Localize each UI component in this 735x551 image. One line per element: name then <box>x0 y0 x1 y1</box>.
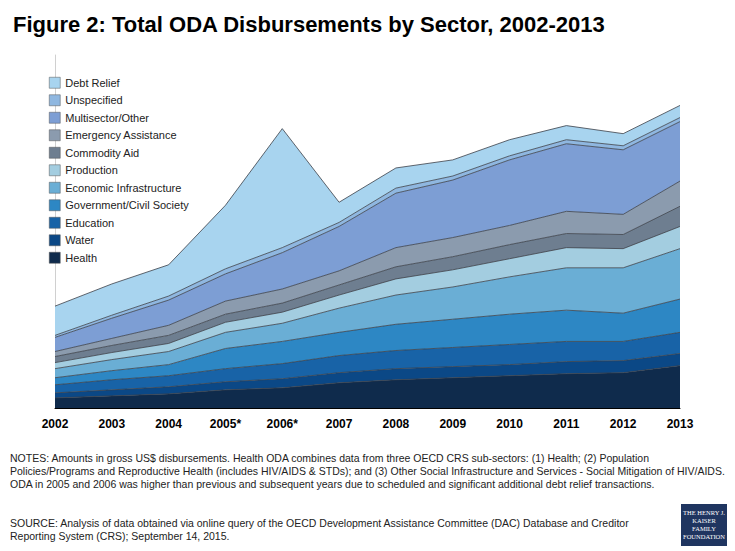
svg-text:2013: 2013 <box>667 417 694 431</box>
svg-text:Unspecified: Unspecified <box>65 94 122 106</box>
svg-text:2007: 2007 <box>326 417 353 431</box>
svg-text:2002: 2002 <box>42 417 69 431</box>
svg-text:Economic Infrastructure: Economic Infrastructure <box>65 182 181 194</box>
html-text:NOTES: Amounts in gross US$ di: NOTES: Amounts in gross US$ disbursement… <box>10 452 725 490</box>
svg-text:2005*: 2005* <box>210 417 242 431</box>
svg-text:2011: 2011 <box>553 417 579 431</box>
svg-text:2009: 2009 <box>439 417 466 431</box>
svg-text:Health: Health <box>65 252 97 264</box>
svg-text:Government/Civil Society: Government/Civil Society <box>65 199 189 211</box>
svg-text:2008: 2008 <box>383 417 410 431</box>
svg-text:Multisector/Other: Multisector/Other <box>65 112 149 124</box>
html-text:THE HENRY J. KAISER FAMILY FOU: THE HENRY J. KAISER FAMILY FOUNDATION <box>683 509 725 540</box>
svg-text:Emergency Assistance: Emergency Assistance <box>65 129 176 141</box>
svg-text:2004: 2004 <box>155 417 182 431</box>
svg-text:Education: Education <box>65 217 114 229</box>
svg-text:2006*: 2006* <box>267 417 299 431</box>
svg-text:2003: 2003 <box>98 417 125 431</box>
svg-text:2012: 2012 <box>610 417 637 431</box>
svg-text:Figure 2: Total ODA Disburseme: Figure 2: Total ODA Disbursements by Sec… <box>13 12 605 37</box>
svg-text:2010: 2010 <box>496 417 523 431</box>
svg-text:Debt Relief: Debt Relief <box>65 77 120 89</box>
html-text:SOURCE: Analysis of data obtai: SOURCE: Analysis of data obtained via on… <box>10 517 629 542</box>
svg-text:Production: Production <box>65 164 118 176</box>
svg-text:Commodity Aid: Commodity Aid <box>65 147 139 159</box>
svg-text:Water: Water <box>65 234 94 246</box>
